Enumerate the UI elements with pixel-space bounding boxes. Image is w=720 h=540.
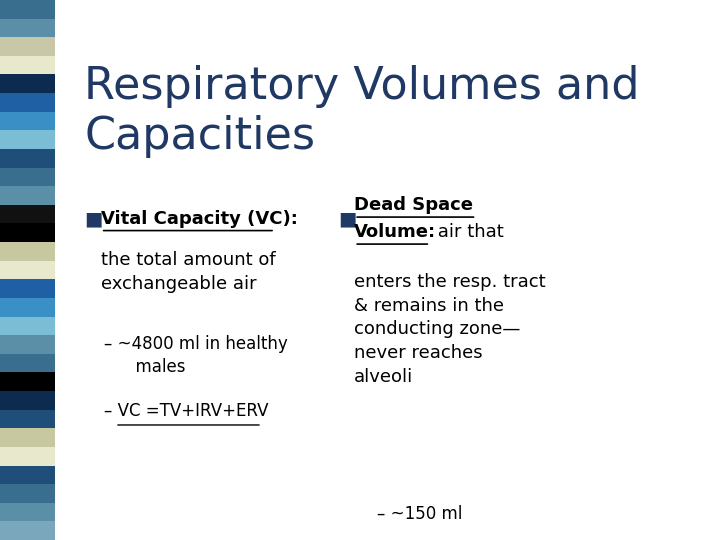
Bar: [0, 354, 55, 373]
Bar: [0, 130, 55, 149]
Bar: [0, 465, 55, 484]
Text: Respiratory Volumes and
Capacities: Respiratory Volumes and Capacities: [84, 65, 640, 158]
Bar: [0, 0, 55, 18]
Bar: [0, 205, 55, 224]
Text: enters the resp. tract
& remains in the
conducting zone—
never reaches
alveoli: enters the resp. tract & remains in the …: [354, 273, 546, 386]
Text: Dead Space: Dead Space: [354, 196, 473, 214]
Bar: [0, 316, 55, 335]
Bar: [0, 484, 55, 503]
Bar: [0, 37, 55, 56]
Bar: [0, 186, 55, 205]
Bar: [0, 410, 55, 428]
Text: Volume:: Volume:: [354, 223, 436, 241]
Text: – ~150 ml: – ~150 ml: [377, 505, 462, 523]
Bar: [0, 503, 55, 522]
Bar: [0, 75, 55, 93]
Text: air that: air that: [432, 223, 504, 241]
Bar: [0, 298, 55, 316]
Bar: [0, 167, 55, 186]
Bar: [0, 447, 55, 465]
Bar: [0, 391, 55, 410]
Bar: [0, 428, 55, 447]
Bar: [0, 18, 55, 37]
Bar: [0, 279, 55, 298]
Bar: [0, 224, 55, 242]
Bar: [0, 93, 55, 112]
Bar: [0, 261, 55, 279]
Bar: [0, 335, 55, 354]
Text: Vital Capacity (VC):: Vital Capacity (VC):: [101, 210, 297, 228]
Text: – ~4800 ml in healthy
      males: – ~4800 ml in healthy males: [104, 335, 288, 376]
Bar: [0, 522, 55, 540]
Text: ■: ■: [84, 209, 103, 228]
Text: the total amount of
exchangeable air: the total amount of exchangeable air: [101, 251, 275, 293]
Bar: [0, 112, 55, 130]
Text: – VC =TV+IRV+ERV: – VC =TV+IRV+ERV: [104, 402, 269, 420]
Bar: [0, 149, 55, 167]
Bar: [0, 373, 55, 391]
Bar: [0, 242, 55, 261]
Bar: [0, 56, 55, 75]
Text: ■: ■: [338, 209, 356, 228]
